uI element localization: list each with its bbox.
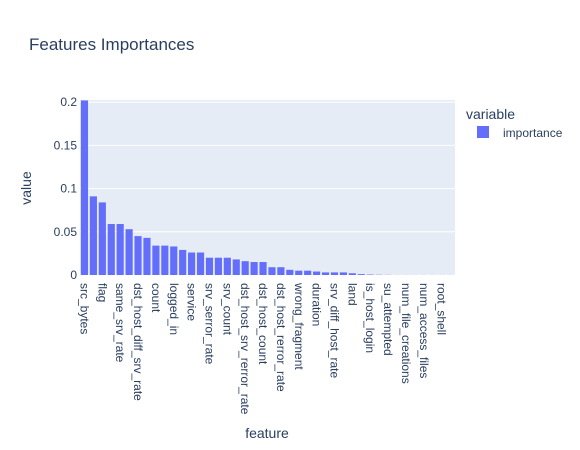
bar-series <box>80 100 455 275</box>
bar <box>214 257 222 275</box>
bar <box>205 257 214 275</box>
bar <box>89 196 97 275</box>
x-tick-label: flag <box>95 283 109 302</box>
bar <box>286 269 294 275</box>
x-tick-label: su_attempted <box>381 283 395 356</box>
y-tick-label: 0.15 <box>54 138 78 152</box>
x-tick-label: count <box>149 283 163 313</box>
bar <box>116 224 124 275</box>
bar <box>152 245 160 275</box>
bar <box>295 270 303 275</box>
bar <box>259 262 267 275</box>
x-tick-label: srv_count <box>220 283 234 336</box>
x-tick-label: dst_host_diff_srv_rate <box>131 283 145 401</box>
bar <box>188 252 196 275</box>
bar <box>304 270 312 275</box>
bar <box>179 249 187 275</box>
x-tick-label: src_bytes <box>77 283 91 334</box>
bar <box>161 245 169 275</box>
bar <box>134 236 142 275</box>
y-tick-label: 0.05 <box>54 225 78 239</box>
y-axis-title: value <box>18 171 34 205</box>
y-tick-label: 0 <box>70 268 77 282</box>
x-tick-label: root_shell <box>435 283 449 335</box>
bar <box>313 271 321 275</box>
legend-label: importance <box>503 126 563 140</box>
legend: variable importance <box>466 106 563 140</box>
bar <box>250 262 258 275</box>
x-tick-label: dst_host_srv_rerror_rate <box>238 283 252 415</box>
bar <box>357 274 365 275</box>
x-tick-label: srv_serror_rate <box>202 283 216 365</box>
bar <box>321 272 330 275</box>
bar <box>330 272 339 275</box>
x-tick-label: dst_host_rerror_rate <box>274 283 288 392</box>
bar <box>232 259 240 275</box>
x-tick-label: same_srv_rate <box>113 283 127 363</box>
y-tick-label: 0.1 <box>60 182 77 196</box>
bar <box>125 229 133 275</box>
bar <box>107 224 115 275</box>
bar <box>241 261 249 275</box>
x-tick-label: wrong_fragment <box>292 282 306 370</box>
bar <box>339 272 347 275</box>
y-gridlines <box>80 101 455 276</box>
y-tick-labels: 0 0.05 0.1 0.15 0.2 <box>54 95 78 282</box>
legend-swatch <box>477 126 489 138</box>
plot-area <box>80 100 455 275</box>
x-tick-label: dst_host_count <box>256 283 270 365</box>
bar <box>348 273 356 275</box>
x-tick-labels: src_bytes flag same_srv_rate dst_host_diff_… <box>77 282 448 415</box>
x-tick-label: srv_diff_host_rate <box>327 283 341 378</box>
x-tick-label: num_access_files <box>417 283 431 378</box>
bar <box>170 246 178 275</box>
x-tick-label: land <box>345 283 359 306</box>
bar <box>80 100 89 275</box>
x-axis-title: feature <box>245 425 289 441</box>
legend-title: variable <box>466 106 515 122</box>
x-tick-label: logged_in <box>167 283 181 335</box>
bar <box>277 267 285 275</box>
bar <box>196 252 205 275</box>
bar <box>223 257 231 275</box>
x-tick-label: is_host_login <box>363 283 377 353</box>
y-tick-label: 0.2 <box>60 95 77 109</box>
x-tick-label: service <box>185 283 199 321</box>
bar <box>143 237 151 275</box>
bar <box>98 202 106 275</box>
chart-title: Features Importances <box>29 35 194 54</box>
x-tick-label: duration <box>310 283 324 326</box>
bar <box>268 267 276 275</box>
x-tick-label: num_file_creations <box>399 283 413 384</box>
